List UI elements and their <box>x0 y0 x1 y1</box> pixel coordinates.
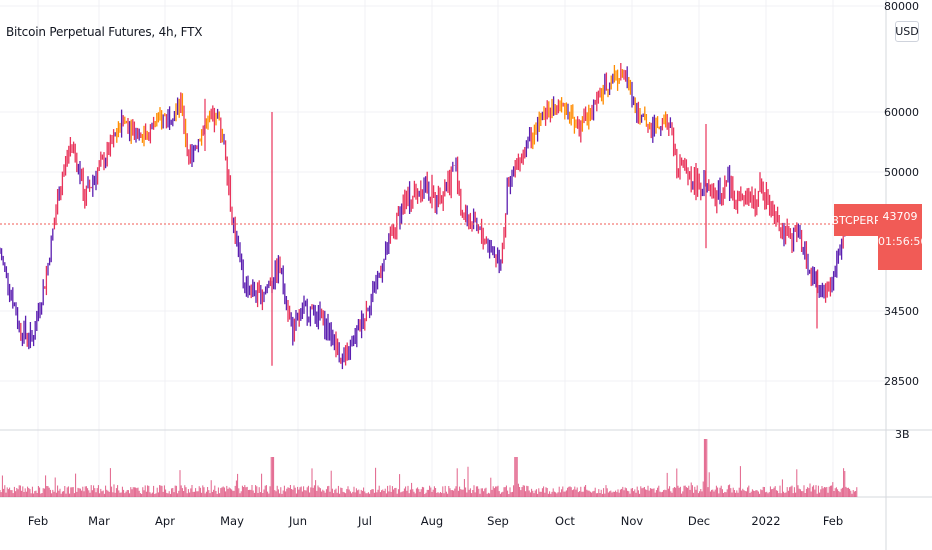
x-tick-label: Aug <box>421 514 443 528</box>
x-tick-label: Jul <box>357 514 372 528</box>
volume-tick-label: 3B <box>895 428 910 441</box>
symbol-label: BTCPERP <box>831 204 881 236</box>
y-tick-label: 80000 <box>884 0 919 13</box>
y-tick-label: 28500 <box>884 375 919 388</box>
last-price-box: 43709 01:56:56 <box>878 204 928 270</box>
x-tick-label: Dec <box>688 514 710 528</box>
x-tick-label: Mar <box>88 514 110 528</box>
x-tick-label: Feb <box>28 514 48 528</box>
y-tick-label: 60000 <box>884 106 919 119</box>
x-tick-label: 2022 <box>751 514 780 528</box>
last-price-value: 43709 <box>882 210 918 223</box>
currency-button[interactable]: USD <box>895 21 919 42</box>
price-tag: BTCPERP <box>831 204 881 270</box>
x-tick-label: Sep <box>487 514 509 528</box>
x-tick-label: Feb <box>823 514 843 528</box>
x-tick-label: Jun <box>288 514 307 528</box>
x-tick-label: Apr <box>155 514 175 528</box>
x-tick-label: May <box>220 514 244 528</box>
countdown-value: 01:56:56 <box>878 235 928 248</box>
y-tick-label: 50000 <box>884 166 919 179</box>
y-tick-label: 34500 <box>884 305 919 318</box>
x-tick-label: Nov <box>621 514 644 528</box>
chart-title: Bitcoin Perpetual Futures, 4h, FTX <box>6 25 203 39</box>
x-tick-label: Oct <box>555 514 575 528</box>
